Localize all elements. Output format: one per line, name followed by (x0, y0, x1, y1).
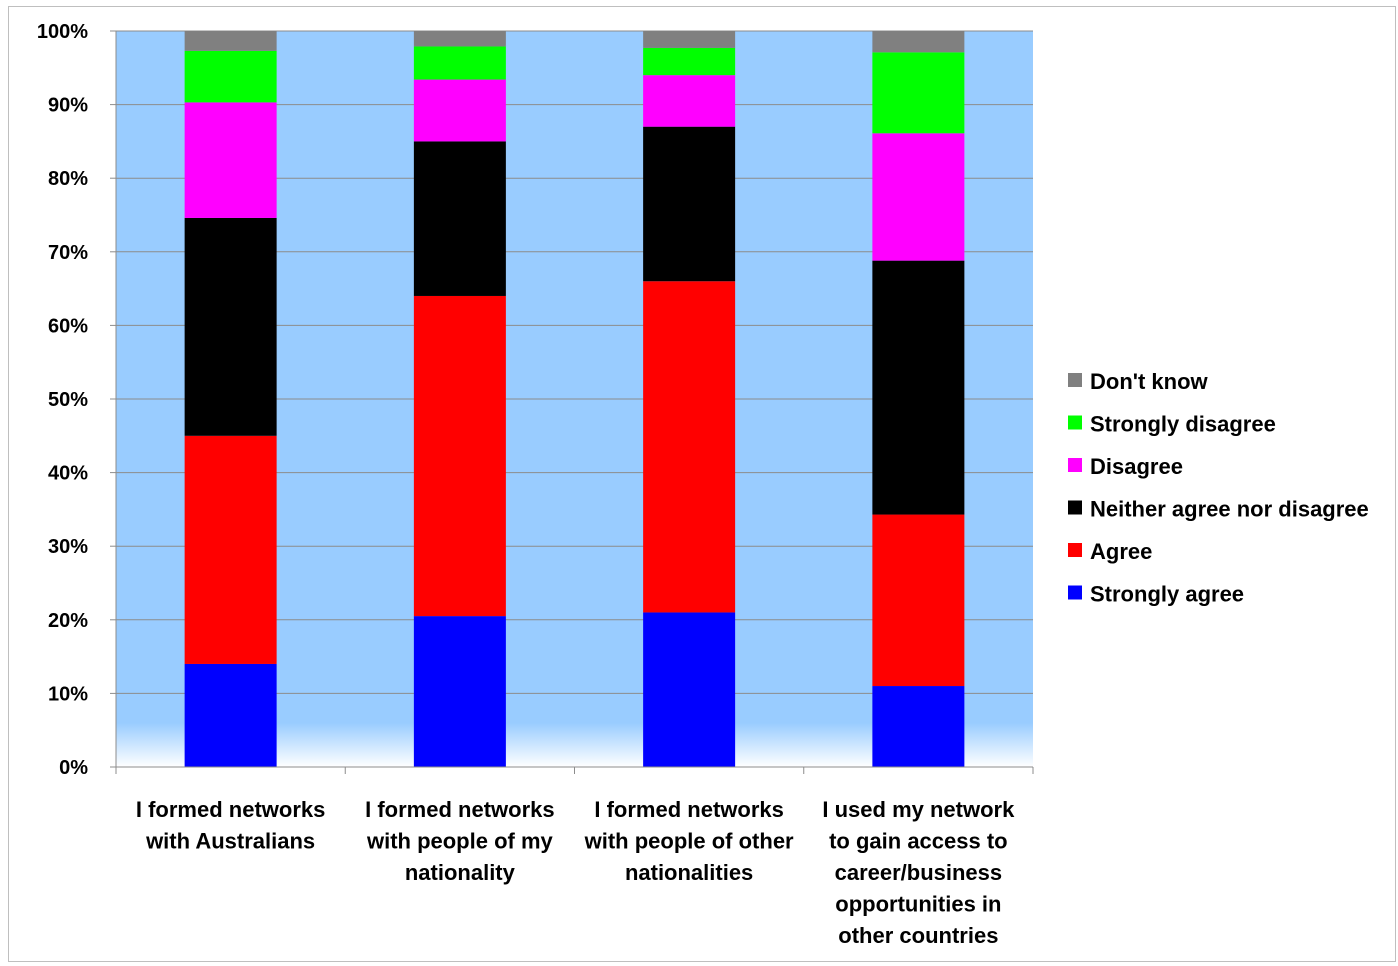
bar-segment (184, 217, 277, 436)
bar-segment (872, 133, 965, 261)
category-label: I used my network (822, 797, 1015, 822)
category-label: with Australians (145, 829, 315, 854)
legend-swatch (1068, 373, 1082, 387)
y-tick-label: 20% (48, 610, 88, 632)
bars (184, 31, 965, 767)
legend-swatch (1068, 458, 1082, 472)
y-tick-label: 60% (48, 315, 88, 337)
y-tick-label: 70% (48, 242, 88, 264)
category-label: to gain access to (829, 829, 1008, 854)
legend-swatch (1068, 543, 1082, 557)
axes: 0% 10% 20% 30% 40% 50% 60% 70% 80% 90% 100% I forme… (37, 21, 1034, 948)
bar-segment (872, 52, 965, 134)
category-label: I formed networks (136, 797, 325, 822)
category-label: other countries (838, 923, 998, 948)
legend-label: Neither agree nor disagree (1090, 497, 1369, 522)
category-label: opportunities in (835, 892, 1001, 917)
y-tick-label: 50% (48, 389, 88, 411)
bar-segment (184, 435, 277, 664)
legend-swatch (1068, 585, 1082, 600)
bar-segment (184, 50, 277, 103)
y-tick-label: 30% (48, 536, 88, 558)
legend-label: Agree (1090, 539, 1152, 564)
bar-segment (643, 126, 736, 282)
category-label: with people of my (366, 829, 554, 854)
y-tick-label: 90% (48, 95, 88, 117)
category-label: nationality (405, 860, 516, 885)
bar-segment (413, 295, 506, 617)
bar-segment (872, 260, 965, 515)
category-label: career/business (835, 860, 1003, 885)
bar-segment (413, 46, 506, 80)
bar-segment (643, 31, 736, 48)
bar-segment (643, 75, 736, 127)
chart-frame (8, 6, 1396, 962)
bar-segment (413, 31, 506, 47)
bar-segment (643, 47, 736, 76)
bar-segment (872, 686, 965, 767)
legend-label: Strongly disagree (1090, 412, 1276, 437)
legend-swatch (1068, 415, 1082, 430)
y-tick-label: 10% (48, 683, 88, 705)
bar-segment (184, 102, 277, 218)
bar-segment (184, 31, 277, 51)
bar-segment (872, 31, 965, 53)
legend-swatch (1068, 500, 1082, 515)
bar-segment (184, 663, 277, 767)
y-tick-label: 40% (48, 463, 88, 485)
y-tick-label: 100% (37, 21, 88, 43)
legend-label: Don't know (1090, 369, 1209, 394)
legend-label: Strongly agree (1090, 582, 1244, 607)
y-tick-label: 0% (59, 757, 88, 779)
legend: Don't know Strongly disagree Disagree Neith… (1068, 369, 1369, 607)
bar-segment (413, 141, 506, 296)
category-label: I formed networks (594, 797, 783, 822)
y-tick-label: 80% (48, 168, 88, 190)
bar-segment (643, 612, 736, 767)
bar-segment (413, 616, 506, 767)
category-label: with people of other (584, 829, 794, 854)
category-label: nationalities (625, 860, 753, 885)
bar-segment (872, 514, 965, 687)
bar-segment (413, 79, 506, 142)
legend-label: Disagree (1090, 454, 1183, 479)
bar-segment (643, 281, 736, 613)
category-label: I formed networks (365, 797, 554, 822)
